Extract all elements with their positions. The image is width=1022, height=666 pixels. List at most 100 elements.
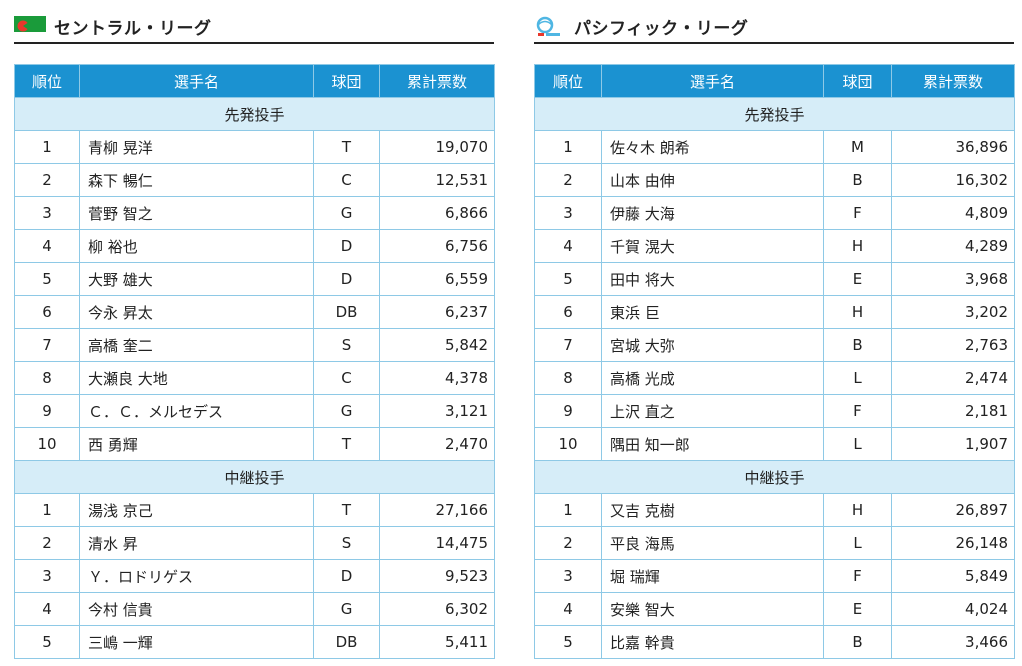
rank-cell: 9 bbox=[534, 394, 602, 428]
player-cell: 東浜 巨 bbox=[601, 295, 824, 329]
player-cell: 大瀬良 大地 bbox=[79, 361, 314, 395]
table-row: 5 大野 雄大 D 6,559 bbox=[14, 262, 495, 296]
votes-cell: 4,809 bbox=[891, 196, 1015, 230]
header-votes: 累計票数 bbox=[891, 64, 1015, 98]
rank-cell: 2 bbox=[14, 163, 80, 197]
table-row: 5 田中 将大 E 3,968 bbox=[534, 262, 1015, 296]
votes-cell: 5,842 bbox=[379, 328, 495, 362]
votes-cell: 5,849 bbox=[891, 559, 1015, 593]
player-cell: 山本 由伸 bbox=[601, 163, 824, 197]
table-row: 7 高橋 奎二 S 5,842 bbox=[14, 328, 495, 362]
table-row: 4 安樂 智大 E 4,024 bbox=[534, 592, 1015, 626]
rank-cell: 5 bbox=[534, 262, 602, 296]
player-cell: 堀 瑞輝 bbox=[601, 559, 824, 593]
votes-cell: 9,523 bbox=[379, 559, 495, 593]
player-cell: 大野 雄大 bbox=[79, 262, 314, 296]
central-league-panel: セントラル・リーグ 順位 選手名 球団 累計票数 先発投手 1 青柳 晃洋 T 19,0… bbox=[14, 0, 495, 659]
player-cell: 青柳 晃洋 bbox=[79, 130, 314, 164]
player-cell: 湯浅 京己 bbox=[79, 493, 314, 527]
table-row: 4 千賀 滉大 H 4,289 bbox=[534, 229, 1015, 263]
rank-cell: 8 bbox=[14, 361, 80, 395]
votes-cell: 3,121 bbox=[379, 394, 495, 428]
section-title: 中継投手 bbox=[534, 460, 1015, 494]
section-title: 先発投手 bbox=[534, 97, 1015, 131]
team-cell: F bbox=[823, 559, 892, 593]
table-row: 9 上沢 直之 F 2,181 bbox=[534, 394, 1015, 428]
section-row: 中継投手 bbox=[14, 460, 495, 494]
rank-cell: 1 bbox=[14, 493, 80, 527]
team-cell: M bbox=[823, 130, 892, 164]
votes-cell: 26,897 bbox=[891, 493, 1015, 527]
rank-cell: 5 bbox=[534, 625, 602, 659]
team-cell: F bbox=[823, 394, 892, 428]
section-row: 中継投手 bbox=[534, 460, 1015, 494]
player-cell: 上沢 直之 bbox=[601, 394, 824, 428]
votes-cell: 3,466 bbox=[891, 625, 1015, 659]
player-cell: 森下 暢仁 bbox=[79, 163, 314, 197]
votes-cell: 6,559 bbox=[379, 262, 495, 296]
rank-cell: 10 bbox=[14, 427, 80, 461]
player-cell: 平良 海馬 bbox=[601, 526, 824, 560]
table-row: 3 Ｙ．ロドリゲス D 9,523 bbox=[14, 559, 495, 593]
header-team: 球団 bbox=[823, 64, 892, 98]
rank-cell: 2 bbox=[534, 526, 602, 560]
header-rank: 順位 bbox=[534, 64, 602, 98]
rank-cell: 1 bbox=[534, 493, 602, 527]
rank-cell: 6 bbox=[534, 295, 602, 329]
pacific-league-title: パシフィック・リーグ bbox=[574, 18, 749, 39]
votes-cell: 4,289 bbox=[891, 229, 1015, 263]
rank-cell: 7 bbox=[14, 328, 80, 362]
votes-cell: 2,763 bbox=[891, 328, 1015, 362]
table-row: 1 青柳 晃洋 T 19,070 bbox=[14, 130, 495, 164]
player-cell: 柳 裕也 bbox=[79, 229, 314, 263]
rank-cell: 4 bbox=[534, 229, 602, 263]
table-row: 5 比嘉 幹貴 B 3,466 bbox=[534, 625, 1015, 659]
rank-cell: 9 bbox=[14, 394, 80, 428]
rank-cell: 6 bbox=[14, 295, 80, 329]
rank-cell: 5 bbox=[14, 625, 80, 659]
pacific-league-logo-icon bbox=[534, 16, 566, 38]
votes-cell: 27,166 bbox=[379, 493, 495, 527]
team-cell: L bbox=[823, 526, 892, 560]
table-row: 2 平良 海馬 L 26,148 bbox=[534, 526, 1015, 560]
votes-cell: 16,302 bbox=[891, 163, 1015, 197]
table-row: 6 東浜 巨 H 3,202 bbox=[534, 295, 1015, 329]
team-cell: H bbox=[823, 493, 892, 527]
table-row: 8 大瀬良 大地 C 4,378 bbox=[14, 361, 495, 395]
rank-cell: 8 bbox=[534, 361, 602, 395]
table-row: 1 又吉 克樹 H 26,897 bbox=[534, 493, 1015, 527]
rank-cell: 1 bbox=[14, 130, 80, 164]
player-cell: 安樂 智大 bbox=[601, 592, 824, 626]
pacific-league-panel: パシフィック・リーグ 順位 選手名 球団 累計票数 先発投手 1 佐々木 朗希 M 36… bbox=[534, 0, 1015, 659]
rank-cell: 5 bbox=[14, 262, 80, 296]
rank-cell: 3 bbox=[534, 196, 602, 230]
team-cell: B bbox=[823, 625, 892, 659]
player-cell: Ｃ．Ｃ．メルセデス bbox=[79, 394, 314, 428]
table-row: 10 西 勇輝 T 2,470 bbox=[14, 427, 495, 461]
header-player: 選手名 bbox=[79, 64, 314, 98]
player-cell: 比嘉 幹貴 bbox=[601, 625, 824, 659]
table-row: 1 湯浅 京己 T 27,166 bbox=[14, 493, 495, 527]
votes-cell: 2,470 bbox=[379, 427, 495, 461]
rank-cell: 3 bbox=[14, 559, 80, 593]
table-row: 8 高橋 光成 L 2,474 bbox=[534, 361, 1015, 395]
section-title: 先発投手 bbox=[14, 97, 495, 131]
player-cell: 千賀 滉大 bbox=[601, 229, 824, 263]
section-title: 中継投手 bbox=[14, 460, 495, 494]
central-league-title: セントラル・リーグ bbox=[54, 18, 212, 39]
player-cell: 又吉 克樹 bbox=[601, 493, 824, 527]
votes-cell: 5,411 bbox=[379, 625, 495, 659]
table-row: 3 伊藤 大海 F 4,809 bbox=[534, 196, 1015, 230]
votes-cell: 4,378 bbox=[379, 361, 495, 395]
central-league-logo-icon bbox=[14, 16, 46, 36]
table-row: 10 隅田 知一郎 L 1,907 bbox=[534, 427, 1015, 461]
votes-cell: 6,866 bbox=[379, 196, 495, 230]
player-cell: 三嶋 一輝 bbox=[79, 625, 314, 659]
team-cell: T bbox=[313, 493, 380, 527]
table-row: 6 今永 昇太 DB 6,237 bbox=[14, 295, 495, 329]
player-cell: Ｙ．ロドリゲス bbox=[79, 559, 314, 593]
player-cell: 高橋 奎二 bbox=[79, 328, 314, 362]
section-row: 先発投手 bbox=[534, 97, 1015, 131]
central-vote-table: 順位 選手名 球団 累計票数 先発投手 1 青柳 晃洋 T 19,070 2 森下 暢仁 C 1… bbox=[14, 64, 495, 659]
